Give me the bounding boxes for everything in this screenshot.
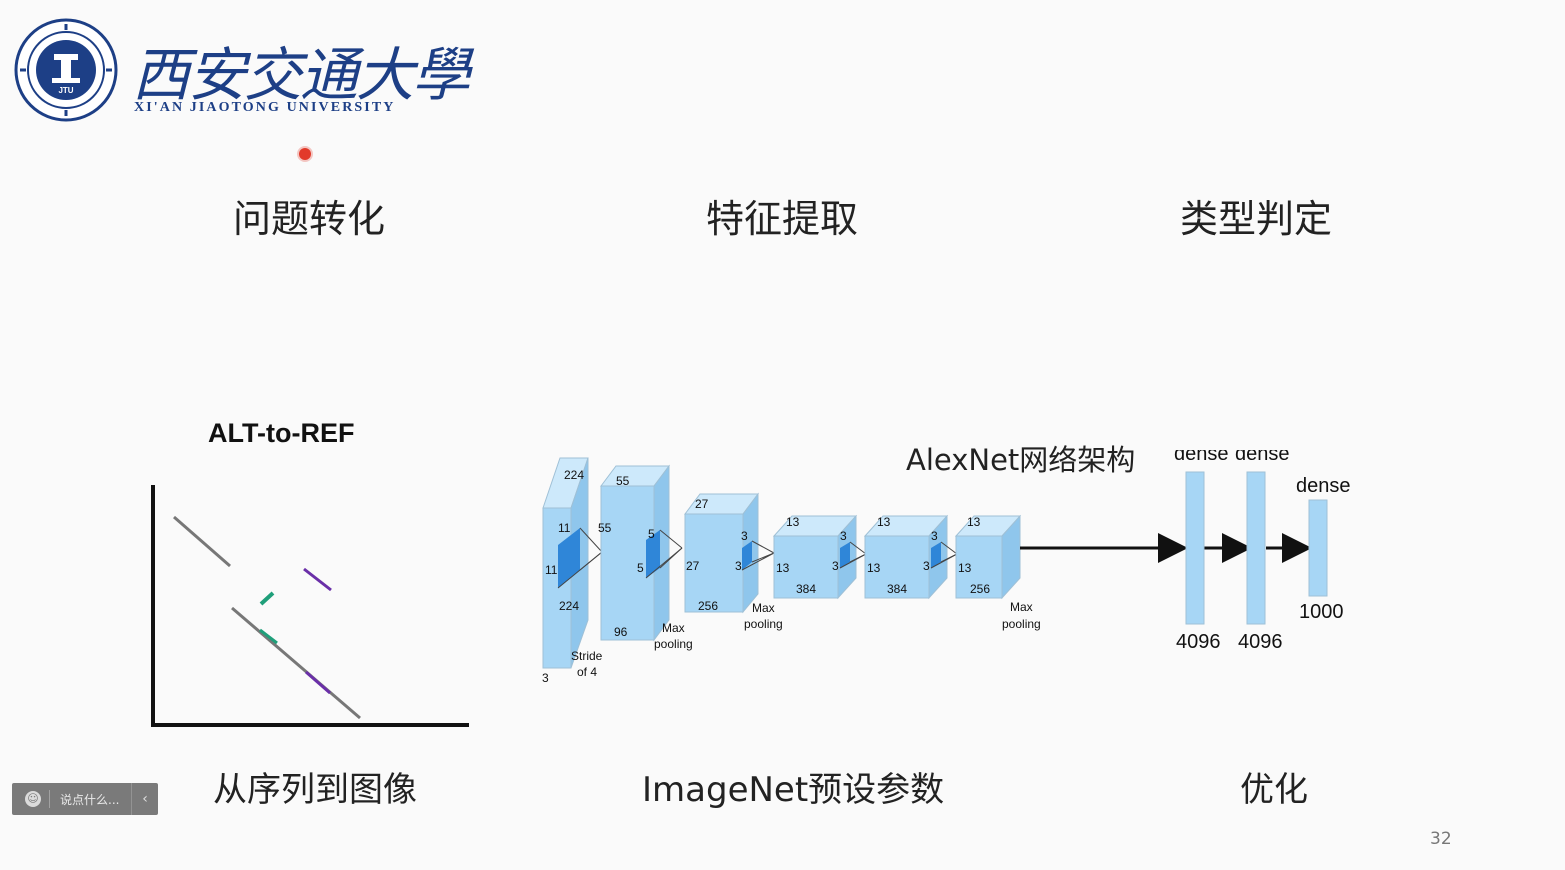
input-layer-block: 224 224 3 11 11 Stride of 4 <box>542 457 603 685</box>
dense-layer-2 <box>1246 471 1266 625</box>
conv5-depth-label: 256 <box>970 582 990 596</box>
alexnet-diagram: 224 224 3 11 11 Stride of 4 55 55 96 5 5… <box>542 450 1351 685</box>
teal-segment-1 <box>259 591 275 606</box>
pool2-pooling-label: pooling <box>744 617 783 631</box>
alt-to-ref-plot <box>151 485 469 727</box>
input-width-label: 224 <box>559 599 579 613</box>
conv3-height-label: 13 <box>786 515 800 529</box>
gray-segment-1 <box>173 515 231 568</box>
alt-to-ref-title: ALT-to-REF <box>208 418 355 448</box>
conv1-kernel-b-label: 5 <box>637 561 644 575</box>
input-kernel-b-label: 11 <box>545 563 558 577</box>
dense-2-label: dense <box>1235 450 1290 465</box>
comment-bar[interactable]: ☺ 说点什么... ‹ <box>12 783 158 815</box>
dense-2-size: 4096 <box>1238 631 1283 653</box>
conv2-block: 27 27 256 3 3 Max pooling <box>684 492 783 631</box>
conv5-width-label: 13 <box>958 561 972 575</box>
heading-type-decision: 类型判定 <box>1180 197 1333 241</box>
conv3-block: 13 13 384 3 3 <box>772 514 867 600</box>
conv2-kernel-b-label: 3 <box>735 559 742 573</box>
gray-segment-2 <box>231 606 361 720</box>
pool1-pooling-label: pooling <box>654 637 693 651</box>
pool3-max-label: Max <box>1010 600 1033 614</box>
stride-of-label: of 4 <box>577 665 597 679</box>
smile-icon[interactable]: ☺ <box>25 791 41 807</box>
conv3-kernel-a-label: 3 <box>840 529 847 543</box>
conv3-depth-label: 384 <box>796 582 816 596</box>
heading-problem-transform: 问题转化 <box>233 197 386 241</box>
dense-3-label: dense <box>1296 475 1351 497</box>
conv1-width-label: 55 <box>598 521 612 535</box>
university-name-english: XI'AN JIAOTONG UNIVERSITY <box>134 100 396 115</box>
heading-feature-extraction: 特征提取 <box>706 197 859 241</box>
conv1-depth-label: 96 <box>614 625 628 639</box>
university-seal-logo: JTU <box>14 18 118 122</box>
conv2-width-label: 27 <box>686 559 700 573</box>
conv5-block: 13 13 256 Max pooling <box>954 514 1041 631</box>
conv2-depth-label: 256 <box>698 599 718 613</box>
conv1-height-label: 55 <box>616 474 630 488</box>
purple-segment-1 <box>303 567 332 592</box>
input-kernel-a-label: 11 <box>558 521 571 535</box>
caption-imagenet-pretrained: ImageNet预设参数 <box>642 770 945 810</box>
conv4-width-label: 13 <box>867 561 881 575</box>
conv4-kernel-b-label: 3 <box>923 559 930 573</box>
conv4-depth-label: 384 <box>887 582 907 596</box>
comment-input[interactable]: 说点什么... <box>60 792 120 807</box>
caption-optimization: 优化 <box>1240 770 1308 810</box>
pool1-max-label: Max <box>662 621 685 635</box>
conv2-height-label: 27 <box>695 497 709 511</box>
conv3-kernel-b-label: 3 <box>832 559 839 573</box>
conv1-block: 55 55 96 5 5 Max pooling <box>598 464 693 651</box>
alexnet-title: AlexNet网络架构 <box>906 443 1136 477</box>
input-height-label: 224 <box>564 468 584 482</box>
dense-layer-1 <box>1185 471 1205 625</box>
comment-separator <box>49 790 50 808</box>
purple-segment-2 <box>305 670 331 695</box>
dense-1-size: 4096 <box>1176 631 1221 653</box>
pool2-max-label: Max <box>752 601 775 615</box>
caption-sequence-to-image: 从序列到图像 <box>213 770 417 810</box>
dense-1-label: dense <box>1174 450 1229 465</box>
page-number: 32 <box>1430 829 1452 849</box>
conv2-kernel-a-label: 3 <box>741 529 748 543</box>
conv5-height-label: 13 <box>967 515 981 529</box>
conv4-kernel-a-label: 3 <box>931 529 938 543</box>
dense-layer-3 <box>1308 499 1328 597</box>
input-depth-label: 3 <box>542 671 549 685</box>
conv4-height-label: 13 <box>877 515 891 529</box>
pool3-pooling-label: pooling <box>1002 617 1041 631</box>
seal-text: JTU <box>58 86 73 95</box>
conv1-kernel-a-label: 5 <box>648 527 655 541</box>
stride-label: Stride <box>571 649 603 663</box>
teal-segment-2 <box>259 628 278 645</box>
dense-3-size: 1000 <box>1299 601 1344 623</box>
university-name-chinese: 西安交通大學 <box>132 41 470 109</box>
chevron-left-icon[interactable]: ‹ <box>131 783 158 815</box>
conv3-width-label: 13 <box>776 561 790 575</box>
conv4-block: 13 13 384 3 3 <box>863 514 958 600</box>
laser-pointer-dot <box>299 148 311 160</box>
